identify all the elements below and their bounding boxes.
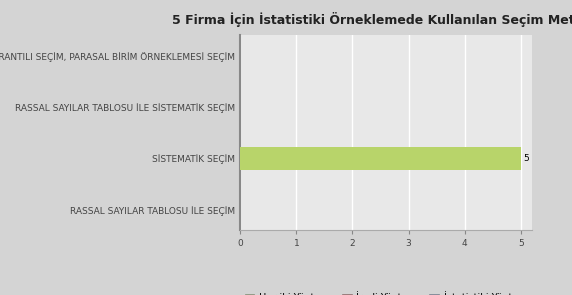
Text: 5: 5 (523, 154, 529, 163)
Legend: Her iki Yöntem, İradi Yöntem, İstatistiki Yöntem: Her iki Yöntem, İradi Yöntem, İstatistik… (241, 289, 531, 295)
Title: 5 Firma İçin İstatistiki Örneklemede Kullanılan Seçim Metodu: 5 Firma İçin İstatistiki Örneklemede Kul… (172, 12, 572, 27)
Bar (240, 147, 521, 170)
